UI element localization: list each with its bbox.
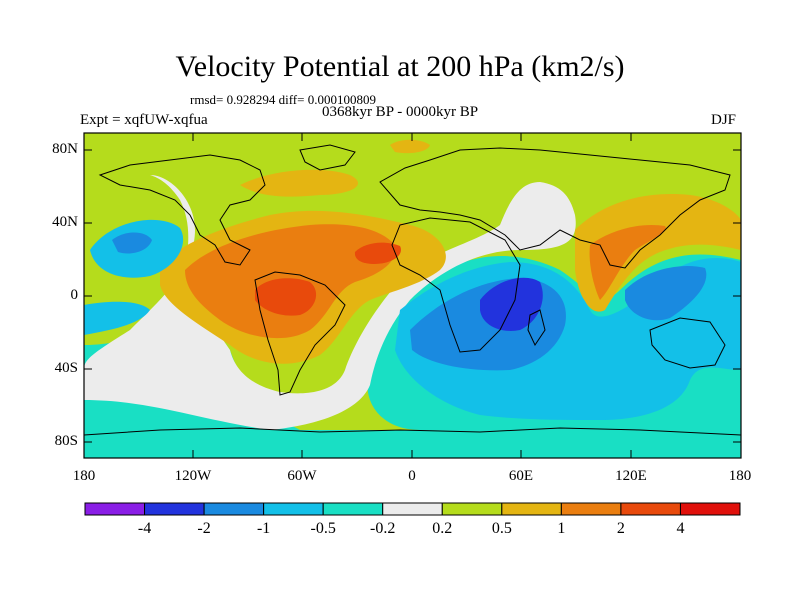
colorbar-label: 4 bbox=[676, 520, 685, 537]
colorbar-swatch bbox=[322, 502, 384, 516]
colorbar-label: -0.5 bbox=[310, 520, 336, 537]
colorbar-label: -4 bbox=[137, 520, 152, 537]
lat-label-40n: 40N bbox=[52, 214, 78, 230]
colorbar-label: -2 bbox=[197, 520, 211, 537]
coastline-outlines bbox=[84, 144, 741, 436]
season-label: DJF bbox=[710, 112, 736, 128]
lat-label-0: 0 bbox=[70, 287, 79, 303]
colorbar-label: 2 bbox=[616, 520, 625, 537]
lon-label-60e: 60E bbox=[508, 468, 534, 484]
colorbar-swatch bbox=[84, 502, 146, 516]
colorbar-label: -0.2 bbox=[370, 520, 396, 537]
lon-label-120w: 120W bbox=[174, 468, 212, 484]
rmsd-diff-stats: rmsd= 0.928294 diff= 0.000100809 bbox=[190, 92, 376, 107]
colorbar-swatch bbox=[382, 502, 443, 516]
colorbar-swatch bbox=[263, 502, 324, 516]
map-title: Velocity Potential at 200 hPa (km2/s) bbox=[175, 50, 625, 83]
colorbar bbox=[84, 502, 741, 516]
lon-label-0: 0 bbox=[408, 468, 416, 484]
colorbar-swatch bbox=[560, 502, 622, 516]
axis-ticks bbox=[84, 133, 741, 458]
colorbar-label: 1 bbox=[557, 520, 566, 537]
velocity-potential-field bbox=[84, 133, 741, 458]
lat-label-80s: 80S bbox=[54, 433, 78, 449]
lat-label-40s: 40S bbox=[54, 360, 78, 376]
colorbar-label: -1 bbox=[256, 520, 271, 537]
colorbar-swatch bbox=[501, 502, 562, 516]
colorbar-swatch bbox=[441, 502, 503, 516]
colorbar-label: 0.2 bbox=[432, 520, 453, 537]
colorbar-label: 0.5 bbox=[491, 520, 512, 537]
lon-label-180w: 180 bbox=[72, 468, 96, 484]
colorbar-swatch bbox=[203, 502, 265, 516]
colorbar-swatch bbox=[679, 502, 741, 516]
colorbar-swatch bbox=[144, 502, 205, 516]
colorbar-swatch bbox=[620, 502, 681, 516]
experiment-label: Expt = xqfUW-xqfua bbox=[80, 112, 208, 128]
lon-label-180e: 180 bbox=[728, 468, 752, 484]
lat-label-80n: 80N bbox=[52, 141, 78, 157]
lon-label-60w: 60W bbox=[287, 468, 317, 484]
lon-label-120e: 120E bbox=[615, 468, 647, 484]
period-label: 0368kyr BP - 0000kyr BP bbox=[321, 104, 479, 120]
